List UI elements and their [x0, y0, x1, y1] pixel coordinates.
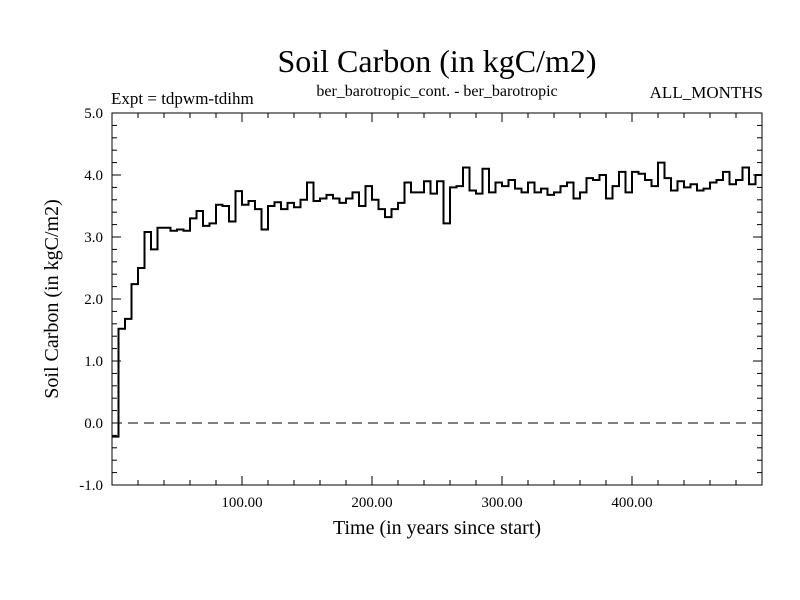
- series-line-soil-carbon: [112, 161, 762, 438]
- y-tick-label: 4.0: [84, 168, 103, 184]
- experiment-label: Expt = tdpwm-tdihm: [111, 89, 254, 108]
- x-axis-label: Time (in years since start): [333, 517, 541, 539]
- x-tick-label: 300.00: [481, 495, 522, 511]
- y-tick-label: 0.0: [84, 416, 103, 432]
- x-tick-labels: 100.00 200.00 300.00 400.00: [221, 495, 652, 511]
- y-tick-label: 1.0: [84, 354, 103, 370]
- months-label: ALL_MONTHS: [650, 83, 763, 102]
- x-tick-label: 200.00: [351, 495, 392, 511]
- y-tick-label: -1.0: [79, 478, 103, 494]
- chart-title: Soil Carbon (in kgC/m2): [277, 43, 596, 79]
- y-tick-label: 3.0: [84, 230, 103, 246]
- x-tick-label: 400.00: [611, 495, 652, 511]
- y-tick-label: 5.0: [84, 106, 103, 122]
- axis-ticks: [112, 113, 762, 485]
- plot-frame: [111, 112, 763, 486]
- chart-subtitle: ber_barotropic_cont. - ber_barotropic: [316, 83, 557, 100]
- y-axis-label: Soil Carbon (in kgC/m2): [41, 199, 63, 398]
- x-tick-label: 100.00: [221, 495, 262, 511]
- y-tick-labels: -1.0 0.0 1.0 2.0 3.0 4.0 5.0: [79, 106, 103, 494]
- y-tick-label: 2.0: [84, 292, 103, 308]
